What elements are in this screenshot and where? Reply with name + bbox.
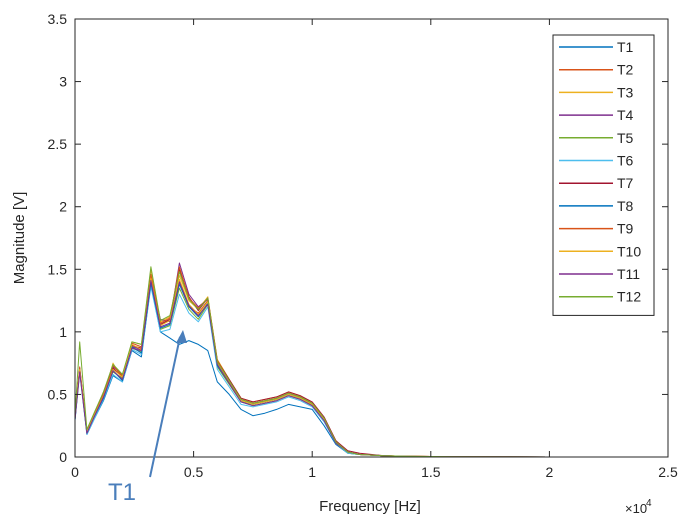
legend-label-t11: T11 <box>617 266 640 282</box>
series-layer <box>74 262 597 458</box>
legend-label-t2: T2 <box>617 62 634 78</box>
x-exponent: ×10 4 <box>625 498 652 516</box>
y-tick-label: 2.5 <box>48 136 68 152</box>
legend-label-t9: T9 <box>617 221 634 237</box>
legend-label-t6: T6 <box>617 153 634 169</box>
y-tick-label: 3 <box>59 74 67 90</box>
y-tick-label: 3.5 <box>48 11 68 27</box>
x-tick-label: 2.5 <box>658 464 678 480</box>
y-tick-label: 1.5 <box>48 261 68 277</box>
legend-label-t5: T5 <box>617 130 634 146</box>
x-axis-label: Frequency [Hz] <box>319 498 421 515</box>
x-tick-label: 0.5 <box>184 464 204 480</box>
y-tick-label: 2 <box>59 199 67 215</box>
x-tick-label: 0 <box>71 464 79 480</box>
legend-box <box>552 34 655 316</box>
legend-label-t8: T8 <box>617 198 634 214</box>
y-tick-label: 0.5 <box>48 386 68 402</box>
legend-label-t7: T7 <box>617 175 634 191</box>
annotation-arrow-line <box>149 336 181 478</box>
legend-label-t12: T12 <box>617 289 641 305</box>
y-axis-label: Magnitude [V] <box>11 192 28 285</box>
legend-label-t10: T10 <box>617 243 641 259</box>
legend-label-t3: T3 <box>617 84 634 100</box>
legend: T1 T2 T3 T4 T5 T6 T7 T8 T9 T10 T11 T12 <box>552 34 655 316</box>
y-tick-label: 1 <box>59 324 67 340</box>
x-tick-label: 1 <box>308 464 316 480</box>
y-tick-label: 0 <box>59 449 67 465</box>
axis-ticks: 0 0.5 1 1.5 2 2.5 0 0.5 1 1.5 2 2.5 3 3.5 <box>48 11 678 480</box>
annotation-label: T1 <box>108 479 136 506</box>
series-line-t12 <box>74 266 597 458</box>
legend-label-t1: T1 <box>617 39 634 55</box>
annotation-arrowhead <box>176 330 187 343</box>
x-tick-label: 2 <box>546 464 554 480</box>
x-exponent-power: 4 <box>646 498 652 509</box>
x-exponent-base: ×10 <box>625 501 647 516</box>
plot-frame <box>74 18 669 458</box>
legend-label-t4: T4 <box>617 107 634 123</box>
x-tick-label: 1.5 <box>421 464 441 480</box>
annotation: T1 <box>108 330 187 506</box>
